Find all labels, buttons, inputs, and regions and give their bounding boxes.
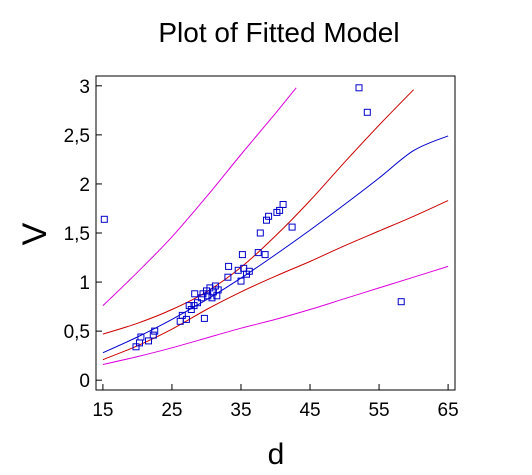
data-point [256, 229, 264, 237]
data-point [151, 327, 159, 335]
data-point [182, 315, 190, 323]
data-point [265, 212, 273, 220]
x-axis-label: d [268, 438, 285, 471]
data-point [214, 286, 222, 294]
y-tick-label: 2,5 [64, 126, 90, 147]
data-point [238, 251, 246, 259]
fitted-curves [102, 87, 449, 365]
plot-area-frame [95, 75, 456, 391]
data-point [397, 298, 405, 306]
data-point [137, 333, 145, 341]
y-tick-label: 2 [79, 175, 90, 196]
data-point [178, 311, 186, 319]
y-tick-label: 3 [79, 77, 90, 98]
data-point [279, 201, 287, 208]
y-tick-label: 1,5 [64, 224, 90, 245]
data-point [204, 292, 212, 300]
y-axis: 0 0,5 1 1,5 2 2,5 3 [64, 77, 102, 392]
x-tick-label: 55 [368, 400, 389, 421]
data-point [245, 267, 253, 275]
x-tick-label: 65 [438, 400, 459, 421]
data-point [263, 216, 270, 224]
data-point [191, 290, 199, 298]
confidence-upper-line [102, 89, 414, 335]
data-point [194, 299, 201, 307]
x-axis: 15 25 35 45 55 65 [92, 384, 459, 421]
x-tick-label: 15 [92, 400, 113, 421]
y-tick-label: 1 [79, 273, 90, 294]
data-point [149, 331, 157, 339]
chart-title: Plot of Fitted Model [158, 17, 399, 48]
data-point [355, 84, 363, 92]
data-point [224, 273, 232, 281]
data-point [200, 314, 208, 322]
prediction-upper-line [102, 87, 297, 306]
y-tick-label: 0 [79, 371, 90, 392]
data-point [254, 249, 262, 257]
fitted-line [102, 135, 449, 354]
y-tick-label: 0,5 [64, 322, 90, 343]
y-axis-label: V [16, 222, 54, 245]
x-tick-label: 25 [161, 400, 182, 421]
data-point [237, 277, 245, 285]
x-tick-label: 45 [299, 400, 320, 421]
data-point [363, 108, 371, 116]
data-point [288, 223, 296, 231]
data-point [261, 251, 269, 259]
prediction-lower-line [102, 265, 449, 365]
x-tick-label: 35 [230, 400, 251, 421]
confidence-lower-line [102, 200, 449, 361]
data-point [185, 302, 193, 310]
data-point [100, 215, 108, 223]
data-point [225, 262, 233, 270]
data-points [100, 84, 405, 351]
data-point [145, 337, 152, 345]
